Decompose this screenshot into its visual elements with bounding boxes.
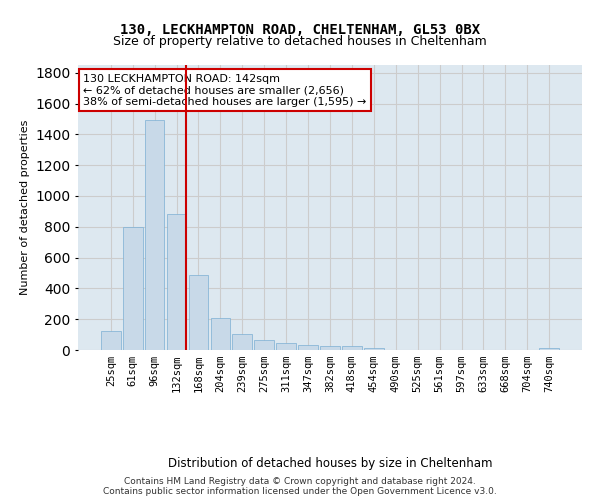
Bar	[101, 330, 121, 350]
Bar	[211, 318, 230, 350]
Bar	[145, 120, 164, 350]
Bar	[342, 346, 362, 350]
Bar	[254, 340, 274, 350]
Text: 130, LECKHAMPTON ROAD, CHELTENHAM, GL53 0BX: 130, LECKHAMPTON ROAD, CHELTENHAM, GL53 …	[120, 22, 480, 36]
Bar	[320, 346, 340, 350]
Text: 130 LECKHAMPTON ROAD: 142sqm
← 62% of detached houses are smaller (2,656)
38% of: 130 LECKHAMPTON ROAD: 142sqm ← 62% of de…	[83, 74, 367, 107]
Bar	[188, 274, 208, 350]
Text: Distribution of detached houses by size in Cheltenham: Distribution of detached houses by size …	[168, 458, 492, 470]
Bar	[276, 343, 296, 350]
Bar	[539, 348, 559, 350]
Text: Contains public sector information licensed under the Open Government Licence v3: Contains public sector information licen…	[103, 488, 497, 496]
Bar	[298, 344, 318, 350]
Bar	[167, 214, 187, 350]
Y-axis label: Number of detached properties: Number of detached properties	[20, 120, 29, 295]
Bar	[123, 227, 143, 350]
Text: Size of property relative to detached houses in Cheltenham: Size of property relative to detached ho…	[113, 35, 487, 48]
Bar	[232, 334, 252, 350]
Text: Contains HM Land Registry data © Crown copyright and database right 2024.: Contains HM Land Registry data © Crown c…	[124, 478, 476, 486]
Bar	[364, 348, 384, 350]
